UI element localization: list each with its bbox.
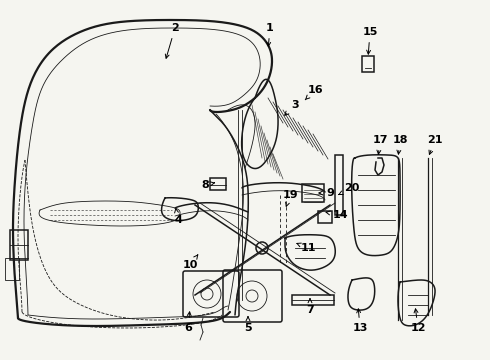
Text: 2: 2 xyxy=(165,23,179,58)
Bar xyxy=(210,178,226,190)
Bar xyxy=(335,155,343,215)
Text: 21: 21 xyxy=(427,135,443,154)
Bar xyxy=(362,56,374,72)
Text: 10: 10 xyxy=(182,255,198,270)
Text: 20: 20 xyxy=(339,183,360,195)
Text: 6: 6 xyxy=(184,312,192,333)
Text: 11: 11 xyxy=(297,243,316,253)
Text: 7: 7 xyxy=(306,299,314,315)
Text: 15: 15 xyxy=(362,27,378,54)
Bar xyxy=(318,211,332,223)
Bar xyxy=(302,184,324,202)
Text: 4: 4 xyxy=(174,209,182,225)
Text: 1: 1 xyxy=(266,23,274,46)
Text: 16: 16 xyxy=(305,85,323,100)
Text: 18: 18 xyxy=(392,135,408,154)
Text: 12: 12 xyxy=(410,309,426,333)
Text: 5: 5 xyxy=(244,317,252,333)
Text: 17: 17 xyxy=(372,135,388,154)
Bar xyxy=(292,295,334,305)
Text: 9: 9 xyxy=(319,188,334,198)
Text: 19: 19 xyxy=(282,190,298,206)
Bar xyxy=(5,258,19,280)
Text: 13: 13 xyxy=(352,309,368,333)
Text: 14: 14 xyxy=(326,210,348,220)
Text: 3: 3 xyxy=(285,100,299,115)
Text: 8: 8 xyxy=(201,180,215,190)
Bar xyxy=(10,230,28,260)
